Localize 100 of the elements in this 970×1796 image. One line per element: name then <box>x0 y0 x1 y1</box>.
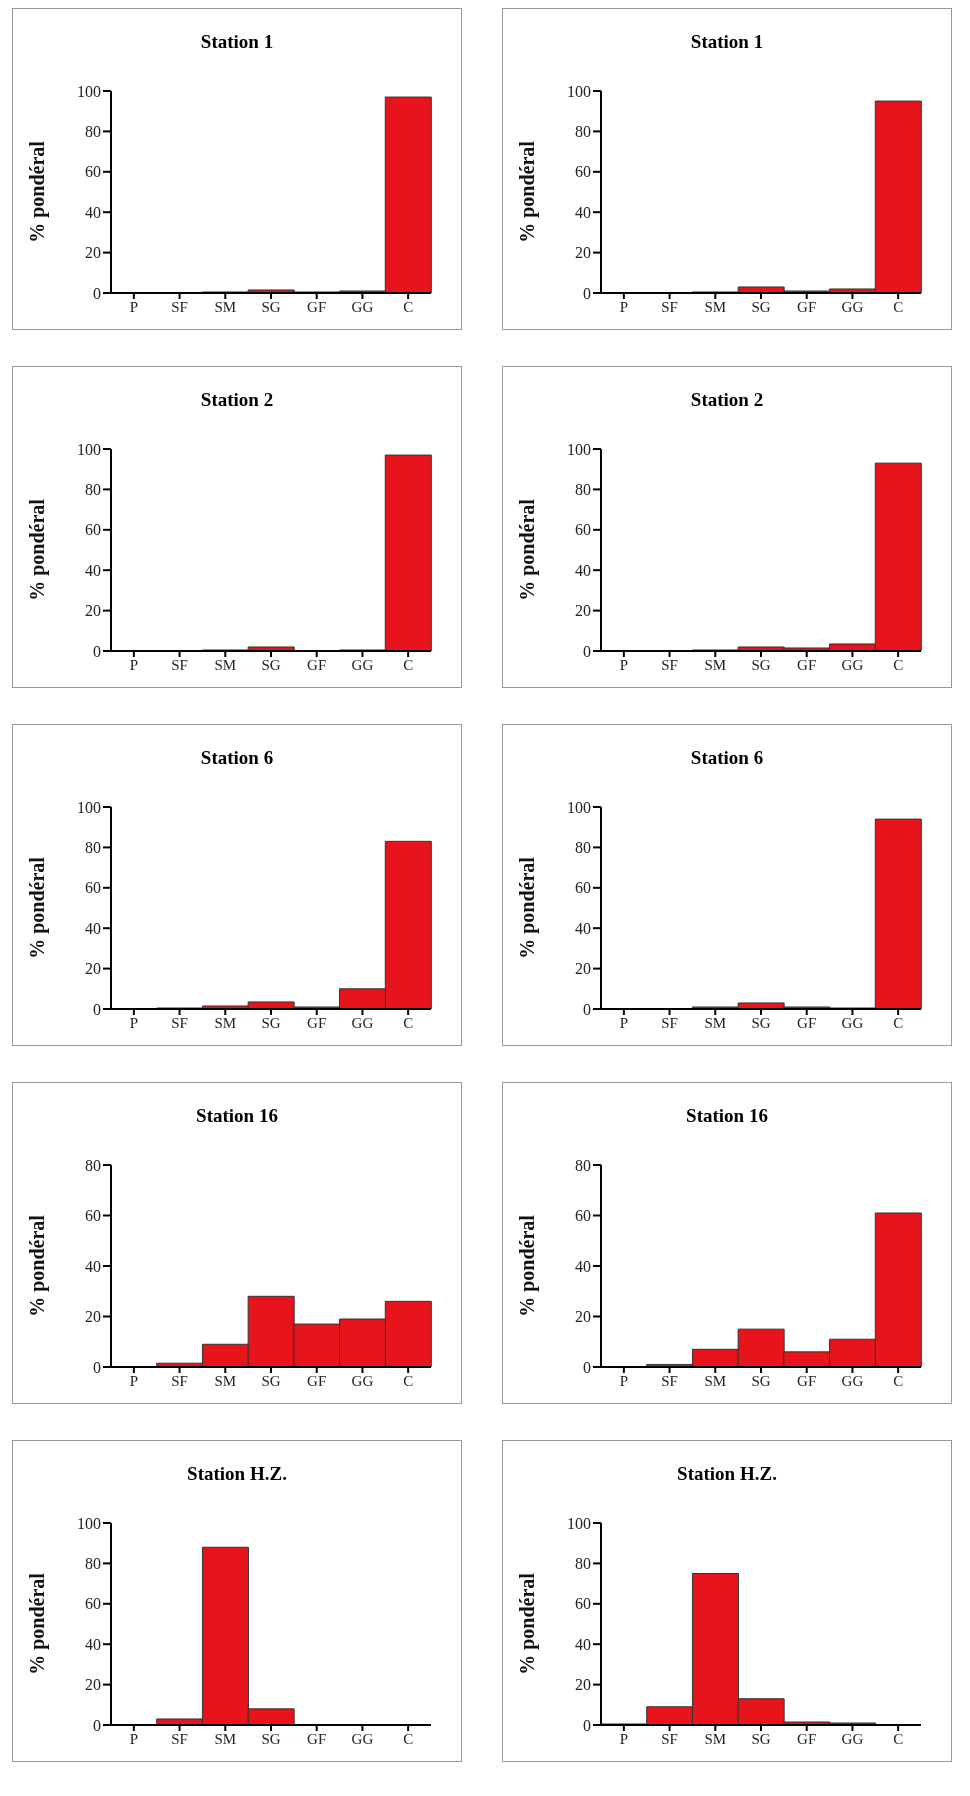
y-tick-label: 40 <box>85 561 101 579</box>
x-tick-label: C <box>403 1014 414 1031</box>
y-tick-label: 80 <box>85 1156 101 1174</box>
y-tick-label: 60 <box>85 1595 101 1613</box>
x-tick-label: SF <box>661 298 678 315</box>
x-tick-label: C <box>893 656 904 673</box>
x-tick-label: GG <box>841 656 864 673</box>
y-tick-label: 80 <box>575 1555 591 1573</box>
x-tick-label: GG <box>841 1014 864 1031</box>
x-tick-label: P <box>129 1372 139 1389</box>
chart-title: Station H.Z. <box>186 1462 288 1486</box>
y-tick-label: 40 <box>85 1635 101 1653</box>
x-tick-label: SG <box>751 1014 771 1031</box>
y-tick-label: 0 <box>583 1000 591 1018</box>
x-tick-label: GG <box>841 298 864 315</box>
x-tick-label: SF <box>171 1372 188 1389</box>
y-tick-label: 100 <box>77 1514 101 1532</box>
y-axis-title: % pondéral <box>26 1214 50 1317</box>
x-tick-label: SM <box>214 656 237 673</box>
x-tick-label: GG <box>351 1014 374 1031</box>
y-tick-label: 100 <box>567 1514 591 1532</box>
y-tick-label: 0 <box>93 1000 101 1018</box>
chart-title: Station 2 <box>199 388 275 412</box>
y-tick-label: 20 <box>85 602 101 620</box>
y-tick-label: 100 <box>567 440 591 458</box>
x-tick-label: GF <box>797 298 817 315</box>
y-tick-label: 20 <box>575 1308 591 1326</box>
x-tick-label: C <box>403 656 414 673</box>
x-tick-label: SM <box>704 1014 727 1031</box>
x-tick-label: SF <box>661 1730 678 1747</box>
x-tick-label: SM <box>214 1372 237 1389</box>
chart-title: Station 6 <box>199 746 275 770</box>
x-tick-label: P <box>129 1730 139 1747</box>
x-tick-label: SG <box>261 298 281 315</box>
y-tick-label: 60 <box>575 1595 591 1613</box>
x-tick-label: SG <box>751 1372 771 1389</box>
x-tick-label: GF <box>307 1372 327 1389</box>
y-tick-label: 80 <box>85 1555 101 1573</box>
y-tick-label: 60 <box>85 1207 101 1225</box>
y-tick-label: 80 <box>85 481 101 499</box>
y-tick-label: 40 <box>575 919 591 937</box>
x-tick-label: C <box>893 298 904 315</box>
x-tick-label: C <box>403 1372 414 1389</box>
x-tick-label: GF <box>797 1372 817 1389</box>
x-tick-label: SG <box>261 1014 281 1031</box>
y-axis-title: % pondéral <box>516 1572 540 1675</box>
x-tick-label: GF <box>307 656 327 673</box>
y-axis-title: % pondéral <box>26 140 50 243</box>
y-axis-title: % pondéral <box>516 856 540 959</box>
y-tick-label: 60 <box>575 879 591 897</box>
y-tick-label: 100 <box>567 798 591 816</box>
x-tick-label: SF <box>171 656 188 673</box>
x-tick-label: GF <box>307 298 327 315</box>
y-tick-label: 80 <box>575 839 591 857</box>
y-tick-label: 0 <box>93 1716 101 1734</box>
x-tick-label: SG <box>261 1730 281 1747</box>
y-tick-label: 40 <box>85 1257 101 1275</box>
x-tick-label: GG <box>351 1372 374 1389</box>
y-tick-label: 60 <box>575 163 591 181</box>
y-tick-label: 40 <box>575 1635 591 1653</box>
x-tick-label: SM <box>704 656 727 673</box>
y-tick-label: 20 <box>575 960 591 978</box>
y-tick-label: 20 <box>85 960 101 978</box>
x-tick-label: SF <box>661 1372 678 1389</box>
x-tick-label: GG <box>841 1372 864 1389</box>
y-tick-label: 20 <box>575 1676 591 1694</box>
y-tick-label: 40 <box>575 203 591 221</box>
y-axis-title: % pondéral <box>26 856 50 959</box>
y-tick-label: 0 <box>583 1358 591 1376</box>
x-tick-label: SF <box>661 656 678 673</box>
x-tick-label: GF <box>797 656 817 673</box>
y-tick-label: 0 <box>583 642 591 660</box>
y-tick-label: 100 <box>77 798 101 816</box>
chart-title: Station 6 <box>689 746 765 770</box>
chart-title: Station H.Z. <box>676 1462 778 1486</box>
x-tick-label: GG <box>351 1730 374 1747</box>
y-tick-label: 60 <box>85 879 101 897</box>
x-tick-label: GG <box>841 1730 864 1747</box>
x-tick-label: SG <box>261 1372 281 1389</box>
y-tick-label: 60 <box>575 1207 591 1225</box>
x-tick-label: SM <box>704 298 727 315</box>
y-tick-label: 60 <box>575 521 591 539</box>
x-tick-label: SM <box>214 1730 237 1747</box>
y-tick-label: 100 <box>567 82 591 100</box>
x-tick-label: P <box>129 298 139 315</box>
x-tick-label: SF <box>171 298 188 315</box>
x-tick-label: SG <box>751 656 771 673</box>
x-tick-label: GF <box>797 1730 817 1747</box>
x-tick-label: SF <box>171 1014 188 1031</box>
y-axis-title: % pondéral <box>516 140 540 243</box>
x-tick-label: GG <box>351 298 374 315</box>
y-axis-title: % pondéral <box>26 498 50 601</box>
y-tick-label: 100 <box>77 440 101 458</box>
y-tick-label: 20 <box>85 1308 101 1326</box>
x-tick-label: GF <box>307 1014 327 1031</box>
y-tick-label: 60 <box>85 521 101 539</box>
x-tick-label: SG <box>751 1730 771 1747</box>
y-tick-label: 20 <box>85 244 101 262</box>
x-tick-label: SF <box>171 1730 188 1747</box>
y-tick-label: 0 <box>93 284 101 302</box>
